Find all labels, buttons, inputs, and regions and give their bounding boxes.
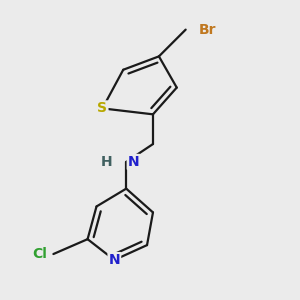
Text: Cl: Cl <box>33 247 47 261</box>
Text: N: N <box>128 155 139 169</box>
Text: Br: Br <box>199 22 217 37</box>
Text: N: N <box>109 253 120 267</box>
Text: S: S <box>98 101 107 116</box>
Text: H: H <box>101 155 113 169</box>
